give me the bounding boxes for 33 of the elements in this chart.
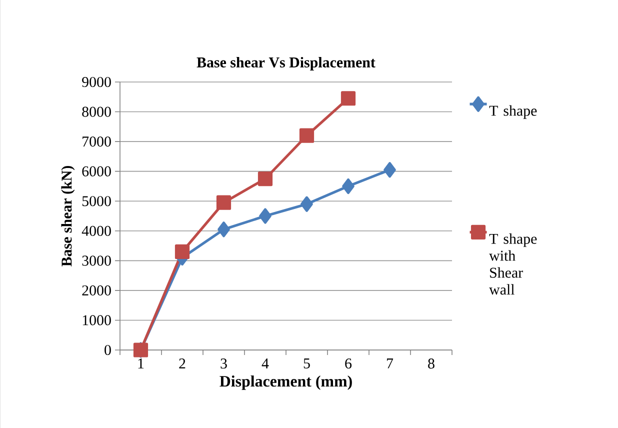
x-tick-label: 1 (138, 358, 144, 368)
y-tick-label: 9000 (82, 76, 111, 88)
point (259, 208, 272, 224)
point (174, 244, 190, 260)
y-axis-title: Base shear (kN) (61, 166, 75, 266)
legend-label: T shape with Shear wall (489, 233, 537, 295)
y-tick-label: 8000 (82, 106, 111, 117)
y-tick-label: 3000 (82, 256, 111, 266)
y-tick-label: 5000 (82, 196, 111, 206)
x-axis-title: Displacement (mm) (220, 375, 352, 390)
point (340, 91, 356, 106)
point (342, 178, 354, 194)
legend-label: T shape (489, 105, 537, 119)
x-tick-label: 7 (387, 358, 394, 368)
y-tick-label: 4000 (82, 226, 111, 236)
y-tick-label: 1000 (82, 315, 111, 326)
point (300, 196, 313, 212)
x-tick-label: 3 (220, 358, 227, 369)
y-tick-label: 2000 (82, 285, 111, 296)
point (258, 171, 273, 186)
point (384, 162, 396, 178)
point (216, 195, 232, 210)
x-tick-label: 6 (345, 358, 352, 369)
x-tick-label: 8 (428, 358, 434, 369)
point (218, 222, 230, 238)
y-tick-label: 7000 (82, 136, 111, 147)
y-tick-label: 0 (104, 344, 111, 356)
x-tick-label: 5 (304, 358, 310, 368)
x-tick-label: 4 (262, 358, 269, 368)
y-tick-label: 6000 (82, 166, 111, 176)
point (299, 128, 314, 143)
x-tick-label: 2 (179, 358, 186, 368)
chart-title: Base shear Vs Displacement (196, 56, 376, 71)
